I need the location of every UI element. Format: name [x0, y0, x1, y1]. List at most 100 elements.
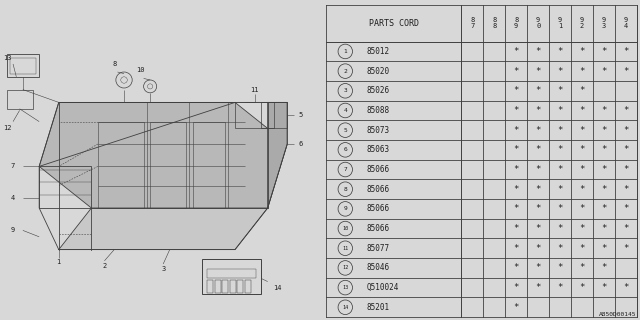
Bar [6, 90, 33, 109]
Text: *: * [579, 244, 585, 253]
Text: 7: 7 [11, 164, 15, 169]
Text: 9
1: 9 1 [558, 18, 562, 29]
Text: *: * [513, 283, 519, 292]
Text: 85088: 85088 [367, 106, 390, 115]
Text: 1: 1 [56, 260, 61, 265]
Text: 85066: 85066 [367, 165, 390, 174]
Text: *: * [536, 283, 541, 292]
Text: *: * [513, 185, 519, 194]
Text: *: * [513, 67, 519, 76]
Text: 3: 3 [344, 88, 347, 93]
Text: *: * [579, 165, 585, 174]
Text: A850D00145: A850D00145 [599, 312, 637, 317]
Text: 8: 8 [344, 187, 347, 192]
Bar [6, 54, 39, 77]
Bar [207, 280, 213, 293]
Text: *: * [623, 47, 628, 56]
Bar [207, 269, 256, 278]
Text: *: * [557, 283, 563, 292]
Text: 8
7: 8 7 [470, 18, 474, 29]
Text: *: * [601, 263, 607, 272]
Text: *: * [579, 283, 585, 292]
Text: *: * [557, 165, 563, 174]
Text: *: * [513, 303, 519, 312]
Text: 85020: 85020 [367, 67, 390, 76]
Text: *: * [536, 224, 541, 233]
Text: *: * [601, 224, 607, 233]
Text: 85066: 85066 [367, 185, 390, 194]
Text: 85026: 85026 [367, 86, 390, 95]
Text: *: * [557, 86, 563, 95]
Text: *: * [536, 126, 541, 135]
Text: 12: 12 [342, 265, 348, 270]
Text: 5: 5 [298, 112, 303, 118]
Bar [215, 280, 221, 293]
Text: *: * [513, 47, 519, 56]
Bar [237, 280, 243, 293]
Text: *: * [513, 126, 519, 135]
Text: 14: 14 [273, 285, 282, 291]
Bar [222, 280, 228, 293]
Text: *: * [623, 165, 628, 174]
Text: 9
2: 9 2 [580, 18, 584, 29]
Text: *: * [513, 106, 519, 115]
Text: *: * [601, 106, 607, 115]
Text: *: * [557, 145, 563, 154]
Text: *: * [601, 283, 607, 292]
Text: *: * [579, 106, 585, 115]
Bar [202, 259, 261, 294]
Text: 9
3: 9 3 [602, 18, 606, 29]
Polygon shape [39, 102, 287, 208]
Text: *: * [579, 86, 585, 95]
Text: 4: 4 [344, 108, 347, 113]
Text: 9
4: 9 4 [624, 18, 628, 29]
Text: *: * [579, 263, 585, 272]
Text: 6: 6 [344, 147, 347, 152]
Text: *: * [579, 145, 585, 154]
Text: *: * [623, 244, 628, 253]
Text: 11: 11 [342, 246, 348, 251]
Text: 11: 11 [250, 87, 259, 92]
Text: *: * [557, 47, 563, 56]
Text: *: * [601, 244, 607, 253]
Text: *: * [536, 204, 541, 213]
Text: *: * [579, 67, 585, 76]
Text: 10: 10 [136, 68, 145, 73]
Text: *: * [557, 244, 563, 253]
Text: *: * [536, 263, 541, 272]
Text: 14: 14 [342, 305, 348, 310]
Text: *: * [513, 145, 519, 154]
Text: *: * [579, 224, 585, 233]
Text: *: * [557, 67, 563, 76]
Text: 2: 2 [102, 263, 107, 268]
Text: *: * [513, 204, 519, 213]
Text: *: * [557, 204, 563, 213]
Text: *: * [536, 185, 541, 194]
Text: 8: 8 [112, 61, 116, 67]
Text: *: * [536, 145, 541, 154]
Text: *: * [623, 126, 628, 135]
Text: 85077: 85077 [367, 244, 390, 253]
Text: 5: 5 [344, 128, 347, 133]
Text: *: * [601, 185, 607, 194]
Text: *: * [557, 185, 563, 194]
Text: *: * [579, 47, 585, 56]
Text: 3: 3 [161, 266, 165, 272]
Text: PARTS CORD: PARTS CORD [369, 19, 419, 28]
Text: 1: 1 [344, 49, 347, 54]
Text: *: * [536, 67, 541, 76]
Text: *: * [557, 126, 563, 135]
Text: *: * [601, 204, 607, 213]
Text: *: * [601, 67, 607, 76]
Text: 85066: 85066 [367, 224, 390, 233]
Text: *: * [623, 106, 628, 115]
Text: *: * [557, 224, 563, 233]
Text: *: * [579, 204, 585, 213]
Text: 13: 13 [3, 55, 12, 60]
Text: 85066: 85066 [367, 204, 390, 213]
Bar [10, 58, 36, 74]
Text: 13: 13 [342, 285, 348, 290]
Text: 8
9: 8 9 [514, 18, 518, 29]
Text: Q510024: Q510024 [367, 283, 399, 292]
Text: 9: 9 [11, 228, 15, 233]
